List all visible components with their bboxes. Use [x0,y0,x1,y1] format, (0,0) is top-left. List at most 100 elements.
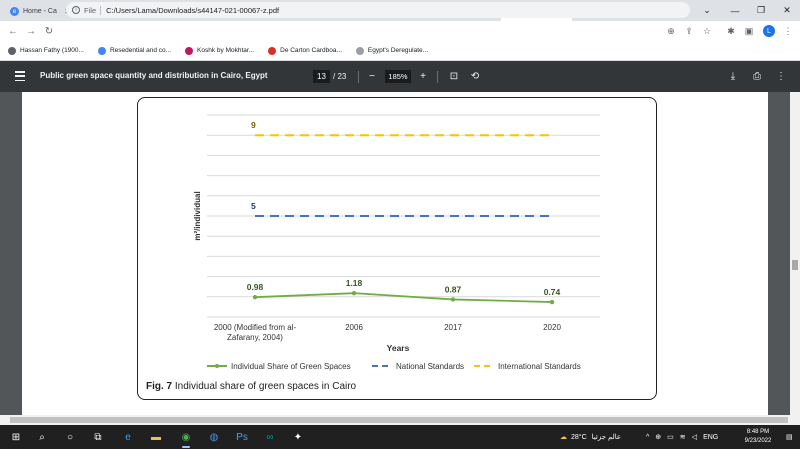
print-icon[interactable]: ⎙ [753,71,761,82]
volume-icon[interactable]: ◁ [691,434,698,441]
data-label: 0.74 [544,287,561,297]
weather-text: عالم جزئيا [591,434,622,441]
task-view-icon[interactable]: ⧉ [94,431,102,443]
close-window-icon[interactable]: ✕ [783,5,791,15]
language-indicator[interactable]: ENG [703,433,719,441]
zoom-out-icon[interactable]: − [369,71,375,82]
share-icon[interactable]: ⇪ [685,25,693,36]
series-line-0 [254,292,553,303]
bookmark-label: Egypt's Deregulate... [367,47,429,54]
restore-icon[interactable]: ❐ [756,5,766,15]
weather-icon: ☁ [560,434,567,441]
legend-marker [215,364,219,368]
bookmark-item[interactable]: Hassan Fathy (1900... [8,46,84,55]
tab-favicon-icon: e [10,7,19,16]
file-explorer-icon[interactable]: ▬ [151,431,161,443]
url-text: C:/Users/Lama/Downloads/s44147-021-00067… [106,5,280,15]
bookmark-favicon-icon [8,46,16,55]
bookmark-item[interactable]: De Carton Cardboa... [268,46,342,55]
chrome-icon[interactable]: ◉ [176,425,196,449]
bookmark-star-icon[interactable]: ☆ [702,25,712,36]
tray-icons[interactable]: ^ ⊕ ▭ ≋ ◁ ENG [646,425,718,449]
page-total: / 23 [333,72,347,81]
extensions-icon[interactable]: ✱ [727,25,735,36]
figure-caption: Fig. 7 Individual share of green spaces … [146,381,356,392]
info-icon[interactable]: i [72,6,80,14]
back-icon[interactable]: ← [8,25,18,37]
edge-icon[interactable]: e [125,431,131,443]
pdf-toolbar: Public green space quantity and distribu… [0,61,800,92]
clock-time: 8:48 PM [746,429,770,435]
rotate-icon[interactable]: ⟲ [470,71,480,82]
notification-icon[interactable]: ▤ [786,434,793,441]
search-icon[interactable]: ⌕ [39,431,45,443]
download-icon[interactable]: ⤓ [730,71,736,82]
legend-label: Individual Share of Green Spaces [231,362,351,371]
bookmark-label: Koshk by Mokhtar... [197,47,255,54]
data-point [252,295,258,300]
pdf-page: m²/individual 0.98 1.18 0.87 0.74 5 9 2000 (Mod… [22,92,768,415]
legend-label: National Standards [396,362,464,371]
sidebar-icon[interactable]: ▣ [744,25,754,36]
network-icon[interactable]: ⊕ [655,434,662,441]
horizontal-scroll-thumb[interactable] [10,417,788,423]
bookmark-label: De Carton Cardboa... [280,47,342,54]
fit-page-icon[interactable]: ⊡ [449,71,459,82]
browser-toolbar: ← → ↻ [0,21,800,41]
photoshop-icon[interactable]: Ps [236,431,248,443]
x-axis-label: Years [387,343,410,353]
teams-icon[interactable]: ◍ [209,431,219,443]
pdf-menu-icon[interactable] [15,71,25,81]
clock-date: 9/23/2022 [744,438,772,444]
pdf-separator [437,71,438,83]
zoom-input[interactable]: 185% [385,70,411,83]
line-chart: m²/individual 0.98 1.18 0.87 0.74 5 9 2000 (Mod… [193,114,600,371]
tab-title: Home - Ca [23,8,57,15]
vertical-scrollbar[interactable] [790,92,800,415]
pdf-title: Public green space quantity and distribu… [40,71,268,80]
start-icon[interactable]: ⊞ [11,431,21,443]
x-tick-label: 2006 [345,323,363,332]
y-axis-label: m²/individual [193,191,202,240]
pdf-more-icon[interactable]: ⋮ [776,71,786,82]
tab-search-icon[interactable]: ⌄ [703,5,711,15]
horizontal-scrollbar[interactable] [0,415,800,425]
vertical-scroll-thumb[interactable] [792,260,798,270]
weather-temp: 28°C [571,433,587,441]
arduino-icon[interactable]: ∞ [266,431,274,443]
zoom-in-icon[interactable]: + [420,71,426,82]
data-point [450,297,456,302]
bookmark-favicon-icon [97,46,106,55]
address-separator [100,5,102,15]
battery-icon[interactable]: ▭ [667,434,674,441]
bookmark-item[interactable]: Resedential and co... [97,46,172,55]
cortana-icon[interactable]: ○ [66,431,74,443]
weather-widget[interactable]: ☁ 28°C عالم جزئيا [560,425,621,449]
zoom-icon[interactable]: ⊕ [667,25,675,36]
chevron-up-icon[interactable]: ^ [646,433,650,441]
data-point [351,290,357,296]
bookmarks-bar: Hassan Fathy (1900... Resedential and co.… [0,41,800,61]
bookmark-label: Hassan Fathy (1900... [20,47,84,54]
forward-icon[interactable]: → [26,25,36,37]
data-label: 0.98 [247,282,264,292]
menu-kebab-icon[interactable]: ⋮ [783,25,793,36]
bookmark-item[interactable]: Egypt's Deregulate... [355,46,429,55]
wifi-icon[interactable]: ≋ [679,434,686,441]
x-tick-label: Zafarany, 2004) [227,333,283,342]
app-icon[interactable]: ✦ [293,431,303,443]
reload-icon[interactable]: ↻ [44,25,54,37]
profile-avatar[interactable]: L [763,25,775,37]
address-bar[interactable]: i File C:/Users/Lama/Downloads/s44147-02… [66,2,690,18]
minimize-icon[interactable]: — [730,5,740,16]
caption-label: Fig. 7 [146,381,173,392]
pdf-viewer[interactable]: m²/individual 0.98 1.18 0.87 0.74 5 9 2000 (Mod… [0,92,790,415]
pdf-separator [358,71,359,83]
figure-frame [137,97,657,400]
clock[interactable]: 8:48 PM 9/23/2022 [736,428,780,446]
bookmark-label: Resedential and co... [109,47,172,54]
x-tick-label: 2000 (Modified from al- [214,323,297,332]
bookmark-item[interactable]: Koshk by Mokhtar... [185,46,255,55]
page-number-input[interactable]: 13 [313,70,330,83]
